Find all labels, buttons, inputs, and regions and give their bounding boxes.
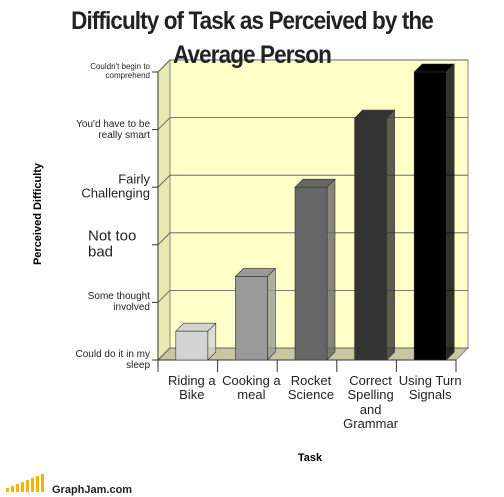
logo-bar (21, 482, 24, 492)
logo-bar (36, 476, 39, 492)
bar-side (326, 178, 336, 361)
y-axis-label: Perceived Difficulty (32, 162, 44, 266)
side-wall (157, 58, 171, 362)
x-axis-label: Task (297, 452, 323, 464)
logo-bar (26, 480, 29, 492)
bar-side (386, 109, 395, 361)
bar-side (445, 63, 455, 361)
logo-bar (16, 484, 19, 492)
x-tick-label: Rocket Science (287, 373, 335, 403)
bar (354, 117, 387, 361)
x-tick-label: Cooking a meal (222, 373, 281, 403)
y-tick-label: Not too bad (88, 227, 137, 261)
chart-title: Difficulty of Task as Perceived by the A… (71, 7, 434, 69)
bar-side (267, 267, 276, 361)
logo-bar (31, 478, 34, 492)
grid-line (157, 59, 468, 73)
footer: GraphJam.com (52, 484, 133, 496)
y-tick-label: Fairly Challenging (81, 171, 150, 202)
logo-bar (41, 474, 44, 492)
y-tick-label: Some thought involved (87, 291, 150, 314)
logo-bar (6, 488, 9, 492)
bar (235, 276, 268, 361)
y-tick-label: Could do it in my sleep (75, 349, 150, 371)
bar (175, 330, 209, 361)
x-tick-label: Riding a Bike (167, 373, 216, 403)
x-tick-label: Using Turn Signals (398, 373, 462, 403)
x-tick-label: Correct Spelling and Grammar (343, 373, 399, 431)
y-tick-label: You'd have to be really smart (76, 118, 150, 141)
bar (294, 186, 328, 361)
y-tick-label: Couldn't begin to comprehend (90, 62, 150, 80)
logo-bar (11, 486, 14, 492)
bar (413, 71, 447, 361)
